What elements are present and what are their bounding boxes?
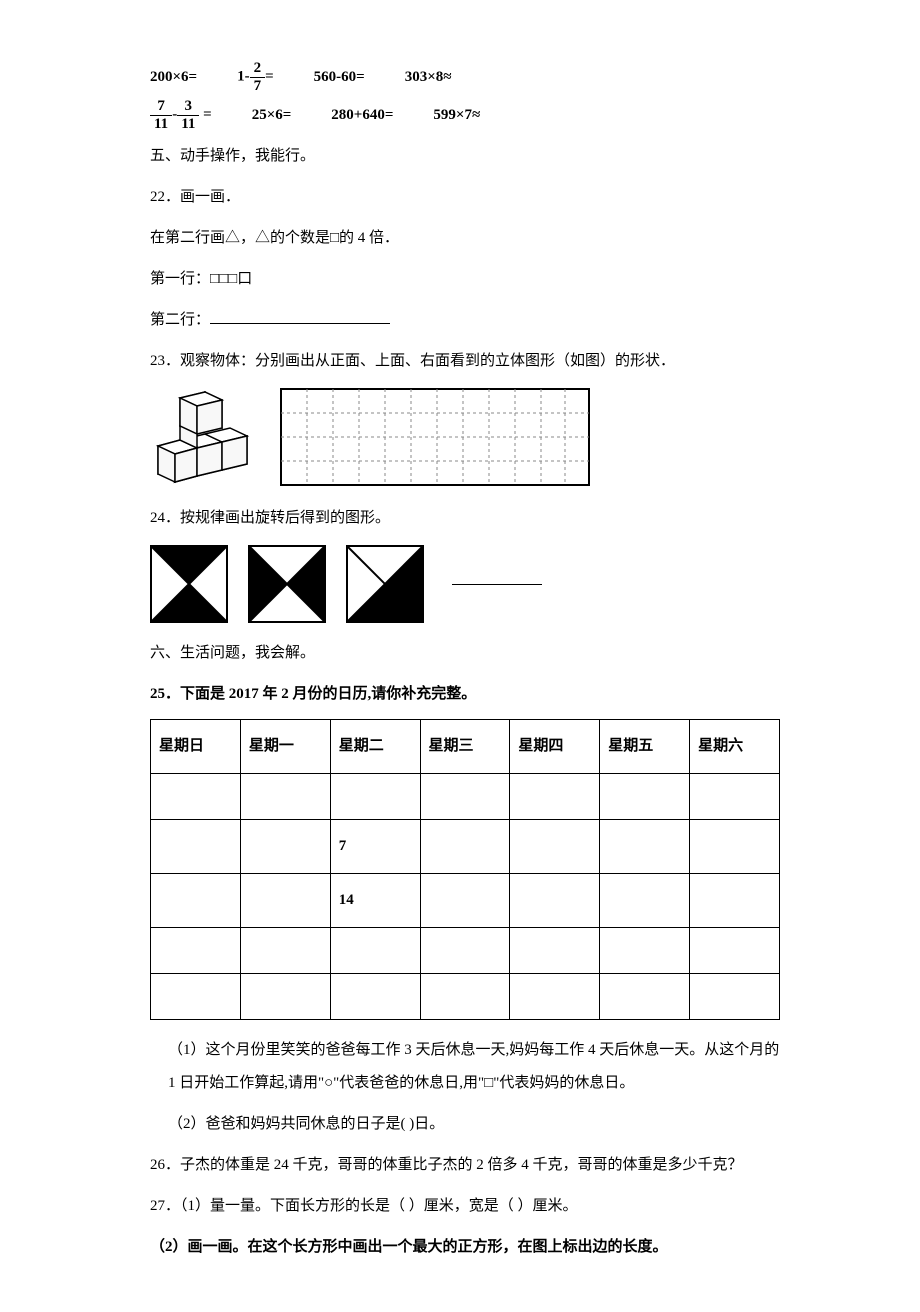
- expr-1b-pre: 1-: [237, 68, 250, 84]
- table-cell: [600, 774, 690, 820]
- answer-grid-icon: [280, 388, 590, 488]
- table-cell: [330, 774, 420, 820]
- table-cell: [510, 928, 600, 974]
- table-cell: [510, 974, 600, 1020]
- expr-1b-post: =: [265, 68, 274, 84]
- th-thu: 星期四: [510, 720, 600, 774]
- table-cell: [151, 874, 241, 928]
- table-cell: [690, 774, 780, 820]
- table-cell: [240, 974, 330, 1020]
- q22-line3-label: 第二行：: [150, 312, 210, 328]
- th-wed: 星期三: [420, 720, 510, 774]
- table-cell: [240, 874, 330, 928]
- q27-line2: （2）画一画。在这个长方形中画出一个最大的正方形，在图上标出边的长度。: [150, 1231, 780, 1264]
- q23-figures: [150, 388, 780, 488]
- th-tue: 星期二: [330, 720, 420, 774]
- expr-2a-post: =: [199, 106, 211, 122]
- table-cell: [420, 820, 510, 874]
- q22-line2-label: 第一行：: [150, 271, 210, 287]
- table-cell: [690, 974, 780, 1020]
- table-cell: [330, 928, 420, 974]
- expr-2d: 599×7≈: [433, 99, 480, 132]
- table-cell: [330, 974, 420, 1020]
- q24-text: 24．按规律画出旋转后得到的图形。: [150, 502, 780, 535]
- table-cell: [510, 820, 600, 874]
- expr-1c: 560-60=: [314, 61, 365, 94]
- table-row: [151, 928, 780, 974]
- table-cell: [151, 974, 241, 1020]
- table-cell: [600, 974, 690, 1020]
- q27-line1: 27．（1）量一量。下面长方形的长是（ ）厘米，宽是（ ）厘米。: [150, 1190, 780, 1223]
- th-sat: 星期六: [690, 720, 780, 774]
- q22-line3: 第二行：: [150, 304, 780, 337]
- expr-2b: 25×6=: [252, 99, 292, 132]
- table-row: 7: [151, 820, 780, 874]
- q22-line1: 在第二行画△，△的个数是□的 4 倍．: [150, 222, 780, 255]
- table-row: [151, 774, 780, 820]
- table-cell: [151, 774, 241, 820]
- table-cell: [420, 974, 510, 1020]
- expr-2c: 280+640=: [331, 99, 393, 132]
- table-cell: [420, 874, 510, 928]
- expr-1b: 1-27=: [237, 60, 274, 94]
- math-row-1: 200×6= 1-27= 560-60= 303×8≈: [150, 60, 780, 94]
- frac-num: 3: [177, 98, 199, 116]
- frac-num: 7: [150, 98, 172, 116]
- calendar-body: 714: [151, 774, 780, 1020]
- q25-title: 25．下面是 2017 年 2 月份的日历,请你补充完整。: [150, 678, 780, 711]
- table-cell: [510, 774, 600, 820]
- section-5-title: 五、动手操作，我能行。: [150, 140, 780, 173]
- table-cell: [151, 928, 241, 974]
- frac-den: 11: [177, 116, 199, 133]
- table-cell: [151, 820, 241, 874]
- table-cell: [420, 928, 510, 974]
- table-cell: [240, 820, 330, 874]
- q22-line2-boxes: □□□口: [210, 271, 252, 287]
- th-fri: 星期五: [600, 720, 690, 774]
- q22-num: 22．画一画．: [150, 181, 780, 214]
- table-cell: [420, 774, 510, 820]
- table-cell: [690, 820, 780, 874]
- frac-den: 7: [250, 78, 266, 95]
- table-cell: [510, 874, 600, 928]
- frac-2-7: 27: [250, 60, 266, 94]
- frac-den: 11: [150, 116, 172, 133]
- table-row: 14: [151, 874, 780, 928]
- table-cell: [600, 820, 690, 874]
- table-cell: [600, 874, 690, 928]
- expr-1a: 200×6=: [150, 61, 197, 94]
- table-row: [151, 974, 780, 1020]
- rotation-answer-line: [452, 584, 542, 585]
- section-6-title: 六、生活问题，我会解。: [150, 637, 780, 670]
- table-cell: [600, 928, 690, 974]
- rotation-fig-3: [346, 545, 424, 623]
- calendar-table: 星期日 星期一 星期二 星期三 星期四 星期五 星期六 714: [150, 719, 780, 1020]
- page: 200×6= 1-27= 560-60= 303×8≈ 711-311 = 25…: [0, 0, 920, 1312]
- q22-line2: 第一行：□□□口: [150, 263, 780, 296]
- table-cell: [240, 928, 330, 974]
- cube-stack-icon: [150, 388, 260, 488]
- th-sun: 星期日: [151, 720, 241, 774]
- table-cell: 7: [330, 820, 420, 874]
- table-cell: 14: [330, 874, 420, 928]
- frac-num: 2: [250, 60, 266, 78]
- q25-part1: （1）这个月份里笑笑的爸爸每工作 3 天后休息一天,妈妈每工作 4 天后休息一天…: [150, 1034, 780, 1100]
- expr-2a: 711-311 =: [150, 98, 212, 132]
- expr-1d: 303×8≈: [405, 61, 452, 94]
- table-cell: [240, 774, 330, 820]
- q25-part2: （2）爸爸和妈妈共同休息的日子是( )日。: [150, 1108, 780, 1141]
- rotation-fig-2: [248, 545, 326, 623]
- q24-figures: [150, 545, 780, 623]
- table-header-row: 星期日 星期一 星期二 星期三 星期四 星期五 星期六: [151, 720, 780, 774]
- table-cell: [690, 874, 780, 928]
- q26-text: 26．子杰的体重是 24 千克，哥哥的体重比子杰的 2 倍多 4 千克，哥哥的体…: [150, 1149, 780, 1182]
- math-row-2: 711-311 = 25×6= 280+640= 599×7≈: [150, 98, 780, 132]
- q23-text: 23．观察物体：分别画出从正面、上面、右面看到的立体图形（如图）的形状．: [150, 345, 780, 378]
- th-mon: 星期一: [240, 720, 330, 774]
- rotation-fig-1: [150, 545, 228, 623]
- table-cell: [690, 928, 780, 974]
- frac-7-11: 711: [150, 98, 172, 132]
- blank-line: [210, 310, 390, 324]
- frac-3-11: 311: [177, 98, 199, 132]
